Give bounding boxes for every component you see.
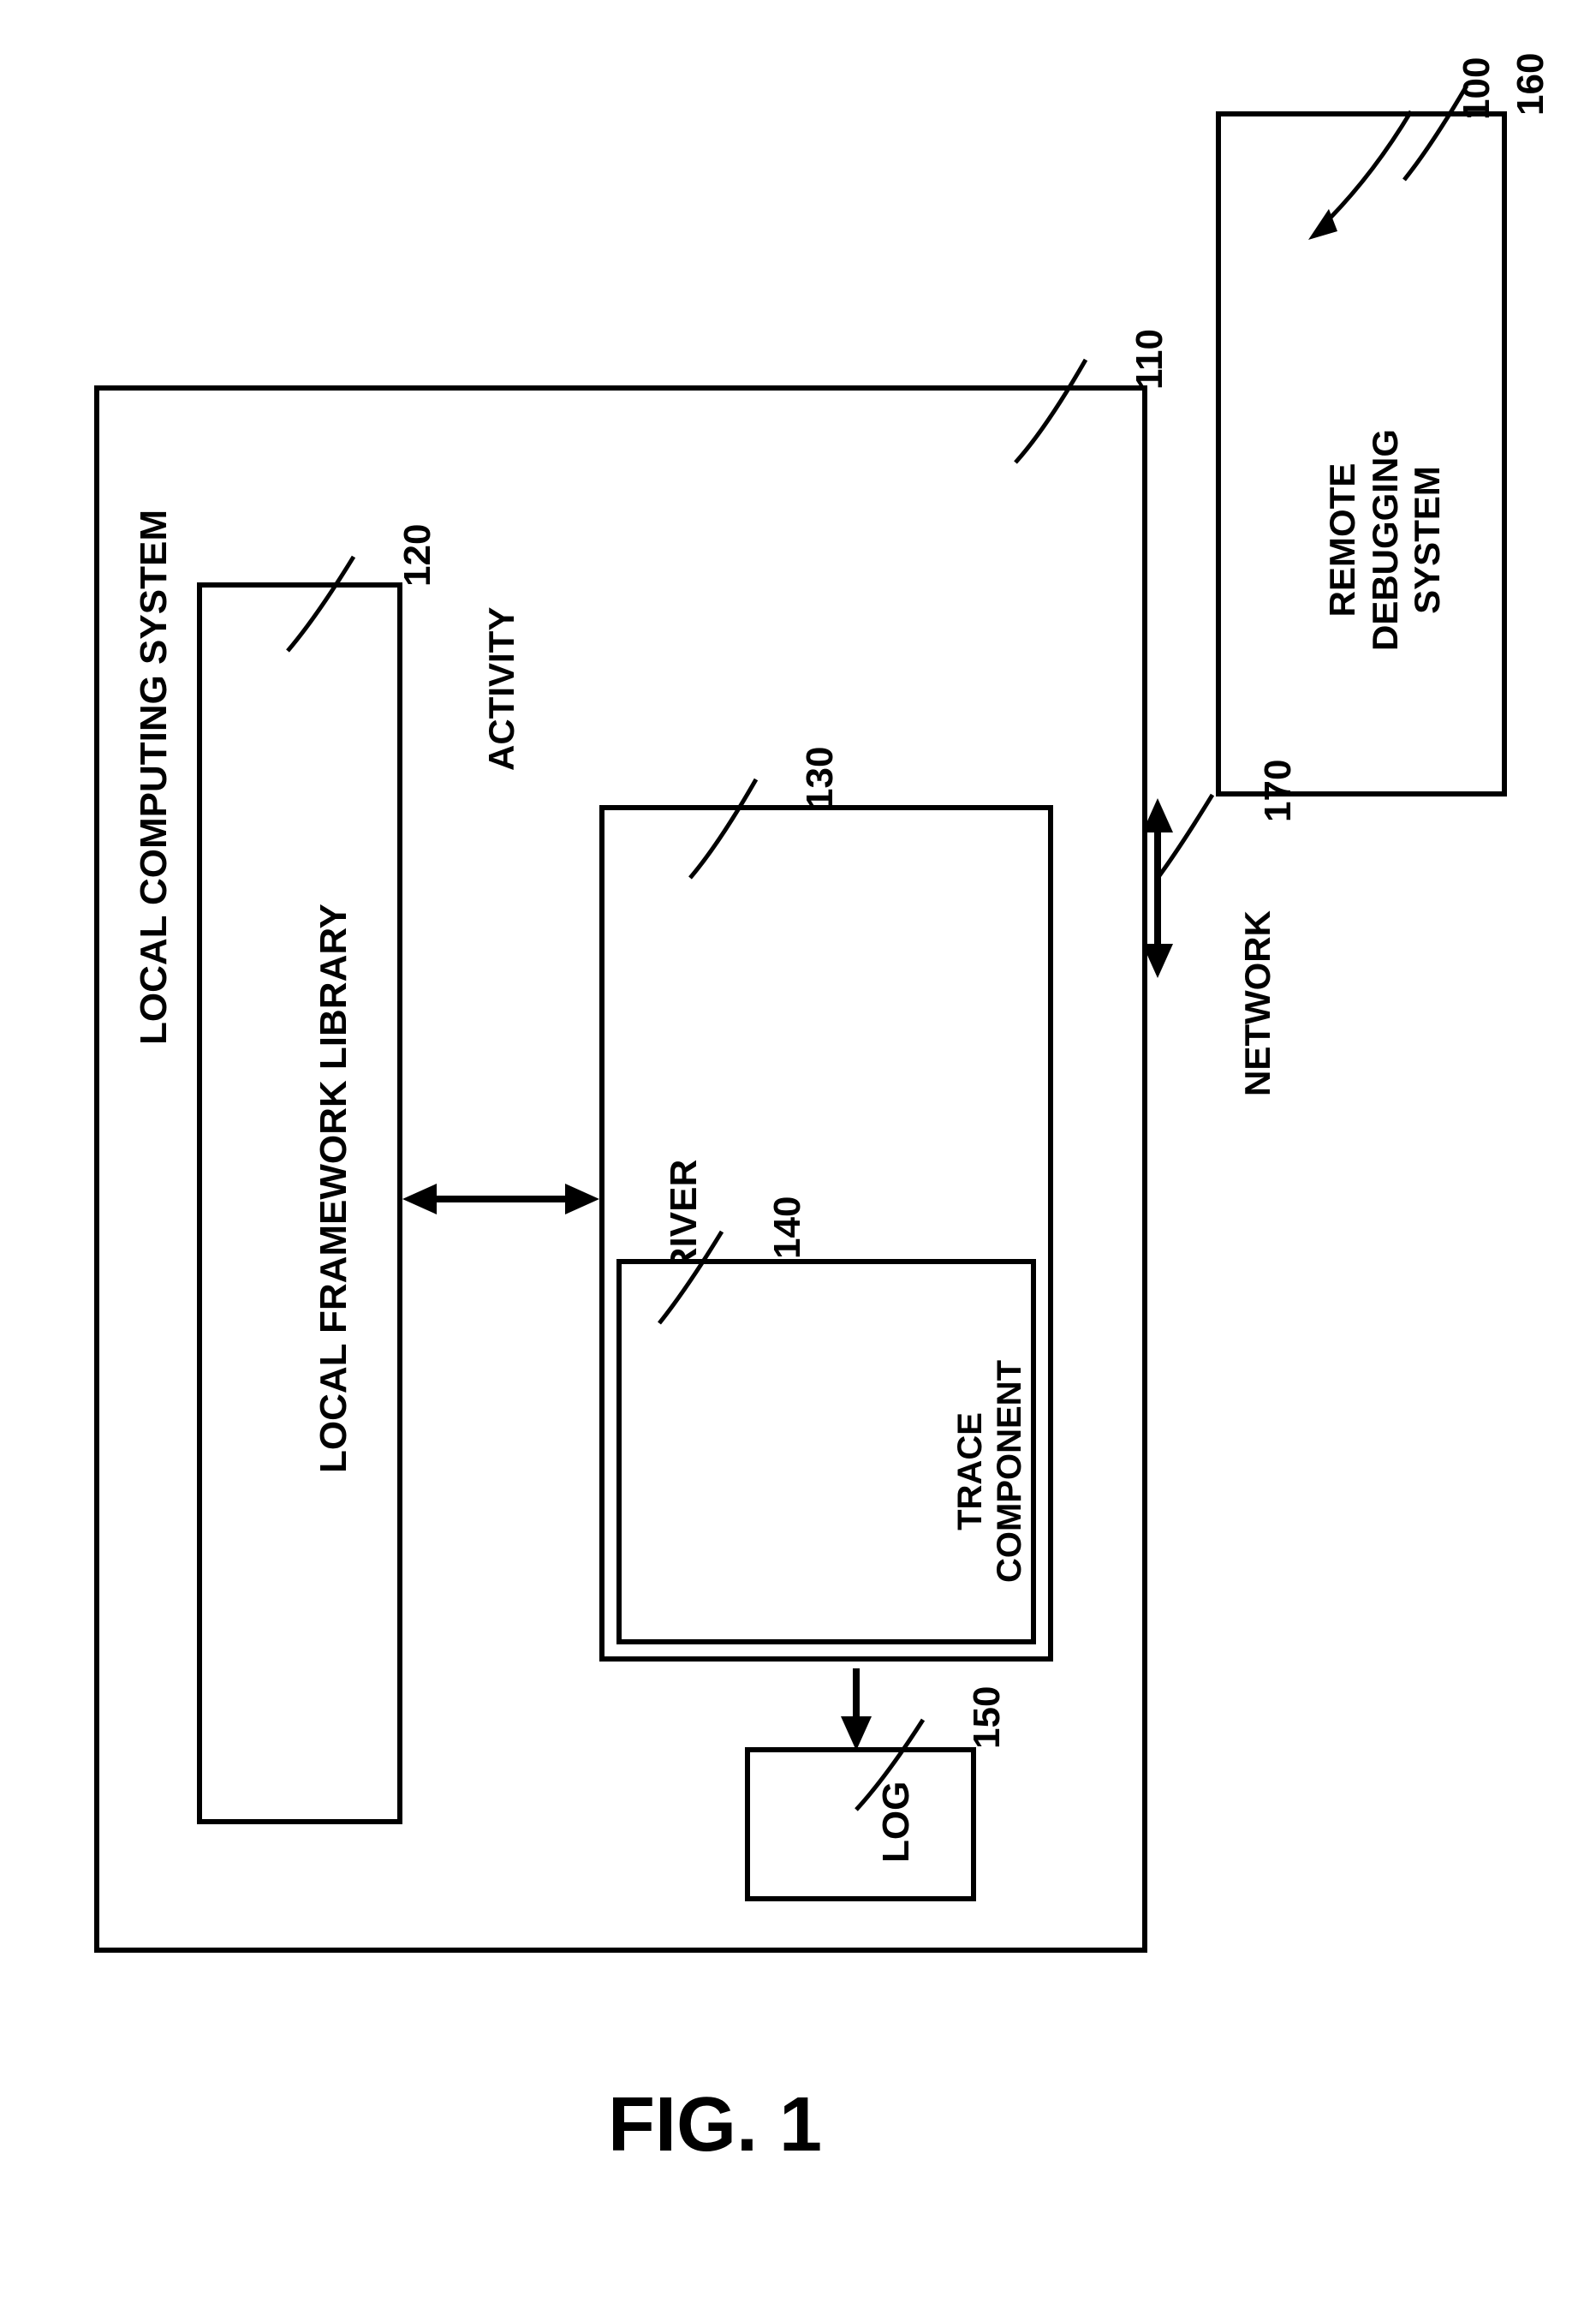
network-label: NETWORK <box>1237 910 1278 1096</box>
remote-debugging-system-title: REMOTE DEBUGGING SYSTEM <box>1321 429 1449 651</box>
ref-160: 160 <box>1510 53 1552 116</box>
log-box <box>745 1747 976 1901</box>
ref-150: 150 <box>966 1686 1009 1749</box>
ref-130: 130 <box>799 747 842 809</box>
framework-library-box <box>197 582 402 1824</box>
figure-caption: FIG. 1 <box>608 2081 822 2169</box>
ref-100: 100 <box>1456 57 1498 120</box>
framework-library-title: LOCAL FRAMEWORK LIBRARY <box>313 904 355 1473</box>
trace-component-title: TRACE COMPONENT <box>950 1360 1029 1583</box>
ref-170: 170 <box>1257 760 1300 822</box>
diagram-canvas: LOCAL COMPUTING SYSTEM LOCAL FRAMEWORK L… <box>0 0 1596 2309</box>
local-computing-system-title: LOCAL COMPUTING SYSTEM <box>133 510 176 1045</box>
ref-120: 120 <box>396 524 439 587</box>
ref-110: 110 <box>1129 329 1171 390</box>
activity-label: ACTIVITY <box>481 607 522 771</box>
ref-140: 140 <box>766 1196 809 1259</box>
log-title: LOG <box>875 1781 918 1863</box>
leader-170 <box>1156 795 1212 880</box>
